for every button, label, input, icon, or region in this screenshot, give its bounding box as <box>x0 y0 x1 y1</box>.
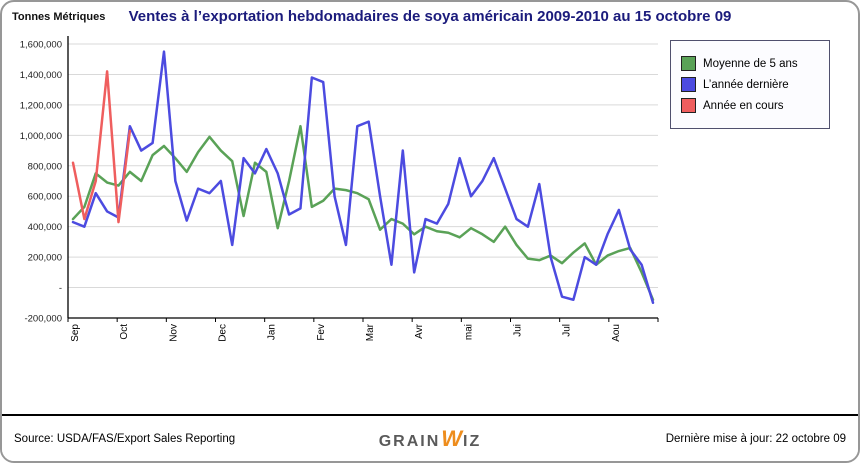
y-tick-label: - <box>59 283 62 294</box>
x-tick-label-month: Jui <box>513 324 524 337</box>
legend-label-current-year: Année en cours <box>703 99 784 112</box>
logo-w-icon: W <box>441 425 463 451</box>
y-tick-label: 800,000 <box>28 161 62 172</box>
legend-swatch-green-icon <box>681 56 696 71</box>
series-line <box>71 70 132 224</box>
legend-swatch-blue-icon <box>681 77 696 92</box>
y-tick-label: 400,000 <box>28 222 62 233</box>
y-axis-unit-label: Tonnes Métriques <box>12 11 106 23</box>
legend: Moyenne de 5 ans L’année dernière Année … <box>670 40 830 129</box>
chart-svg: -200,000-200,000400,000600,000800,0001,0… <box>20 36 659 342</box>
x-tick-label-month: Jan <box>267 324 278 340</box>
x-tick-label-month: Aou <box>611 324 622 342</box>
legend-item-last-year: L’année dernière <box>681 77 819 92</box>
logo-text-iz: IZ <box>463 432 482 450</box>
y-tick-label: 200,000 <box>28 253 62 264</box>
x-tick-label-month: Oct <box>119 324 130 340</box>
chart-title: Ventes à l’exportation hebdomadaires de … <box>128 8 732 25</box>
series-line <box>71 124 655 301</box>
footer: Source: USDA/FAS/Export Sales Reporting … <box>2 414 858 461</box>
x-tick-label-month: Dec <box>218 324 229 342</box>
source-text: Source: USDA/FAS/Export Sales Reporting <box>14 432 236 445</box>
x-tick-label-month: Avr <box>414 323 425 338</box>
x-tick-label-month: Fev <box>316 324 327 341</box>
x-tick-label-month: mai <box>463 324 474 340</box>
y-tick-label: 1,000,000 <box>20 131 62 142</box>
y-tick-label: 1,600,000 <box>20 40 62 51</box>
last-updated-text: Dernière mise à jour: 22 octobre 09 <box>665 432 846 445</box>
y-tick-label: 600,000 <box>28 192 62 203</box>
legend-label-last-year: L’année dernière <box>703 78 789 91</box>
series-line <box>71 50 655 305</box>
legend-item-current-year: Année en cours <box>681 98 819 113</box>
y-tick-label: 1,200,000 <box>20 100 62 111</box>
legend-label-5yr-average: Moyenne de 5 ans <box>703 57 798 70</box>
y-tick-label: 1,400,000 <box>20 70 62 81</box>
y-tick-label: -200,000 <box>24 314 62 325</box>
x-tick-label-month: Sep <box>70 324 81 342</box>
grainwiz-logo: GRAINWIZ <box>2 426 858 452</box>
x-tick-label-month: Nov <box>168 324 179 342</box>
x-tick-label-month: Jul <box>562 324 573 337</box>
legend-item-5yr-average: Moyenne de 5 ans <box>681 56 819 71</box>
x-tick-label-month: Mar <box>365 323 376 341</box>
legend-swatch-red-icon <box>681 98 696 113</box>
logo-text-grain: GRAIN <box>378 432 441 450</box>
line-chart: -200,000-200,000 400,000 600,000 800,000 1,0… <box>6 28 666 373</box>
